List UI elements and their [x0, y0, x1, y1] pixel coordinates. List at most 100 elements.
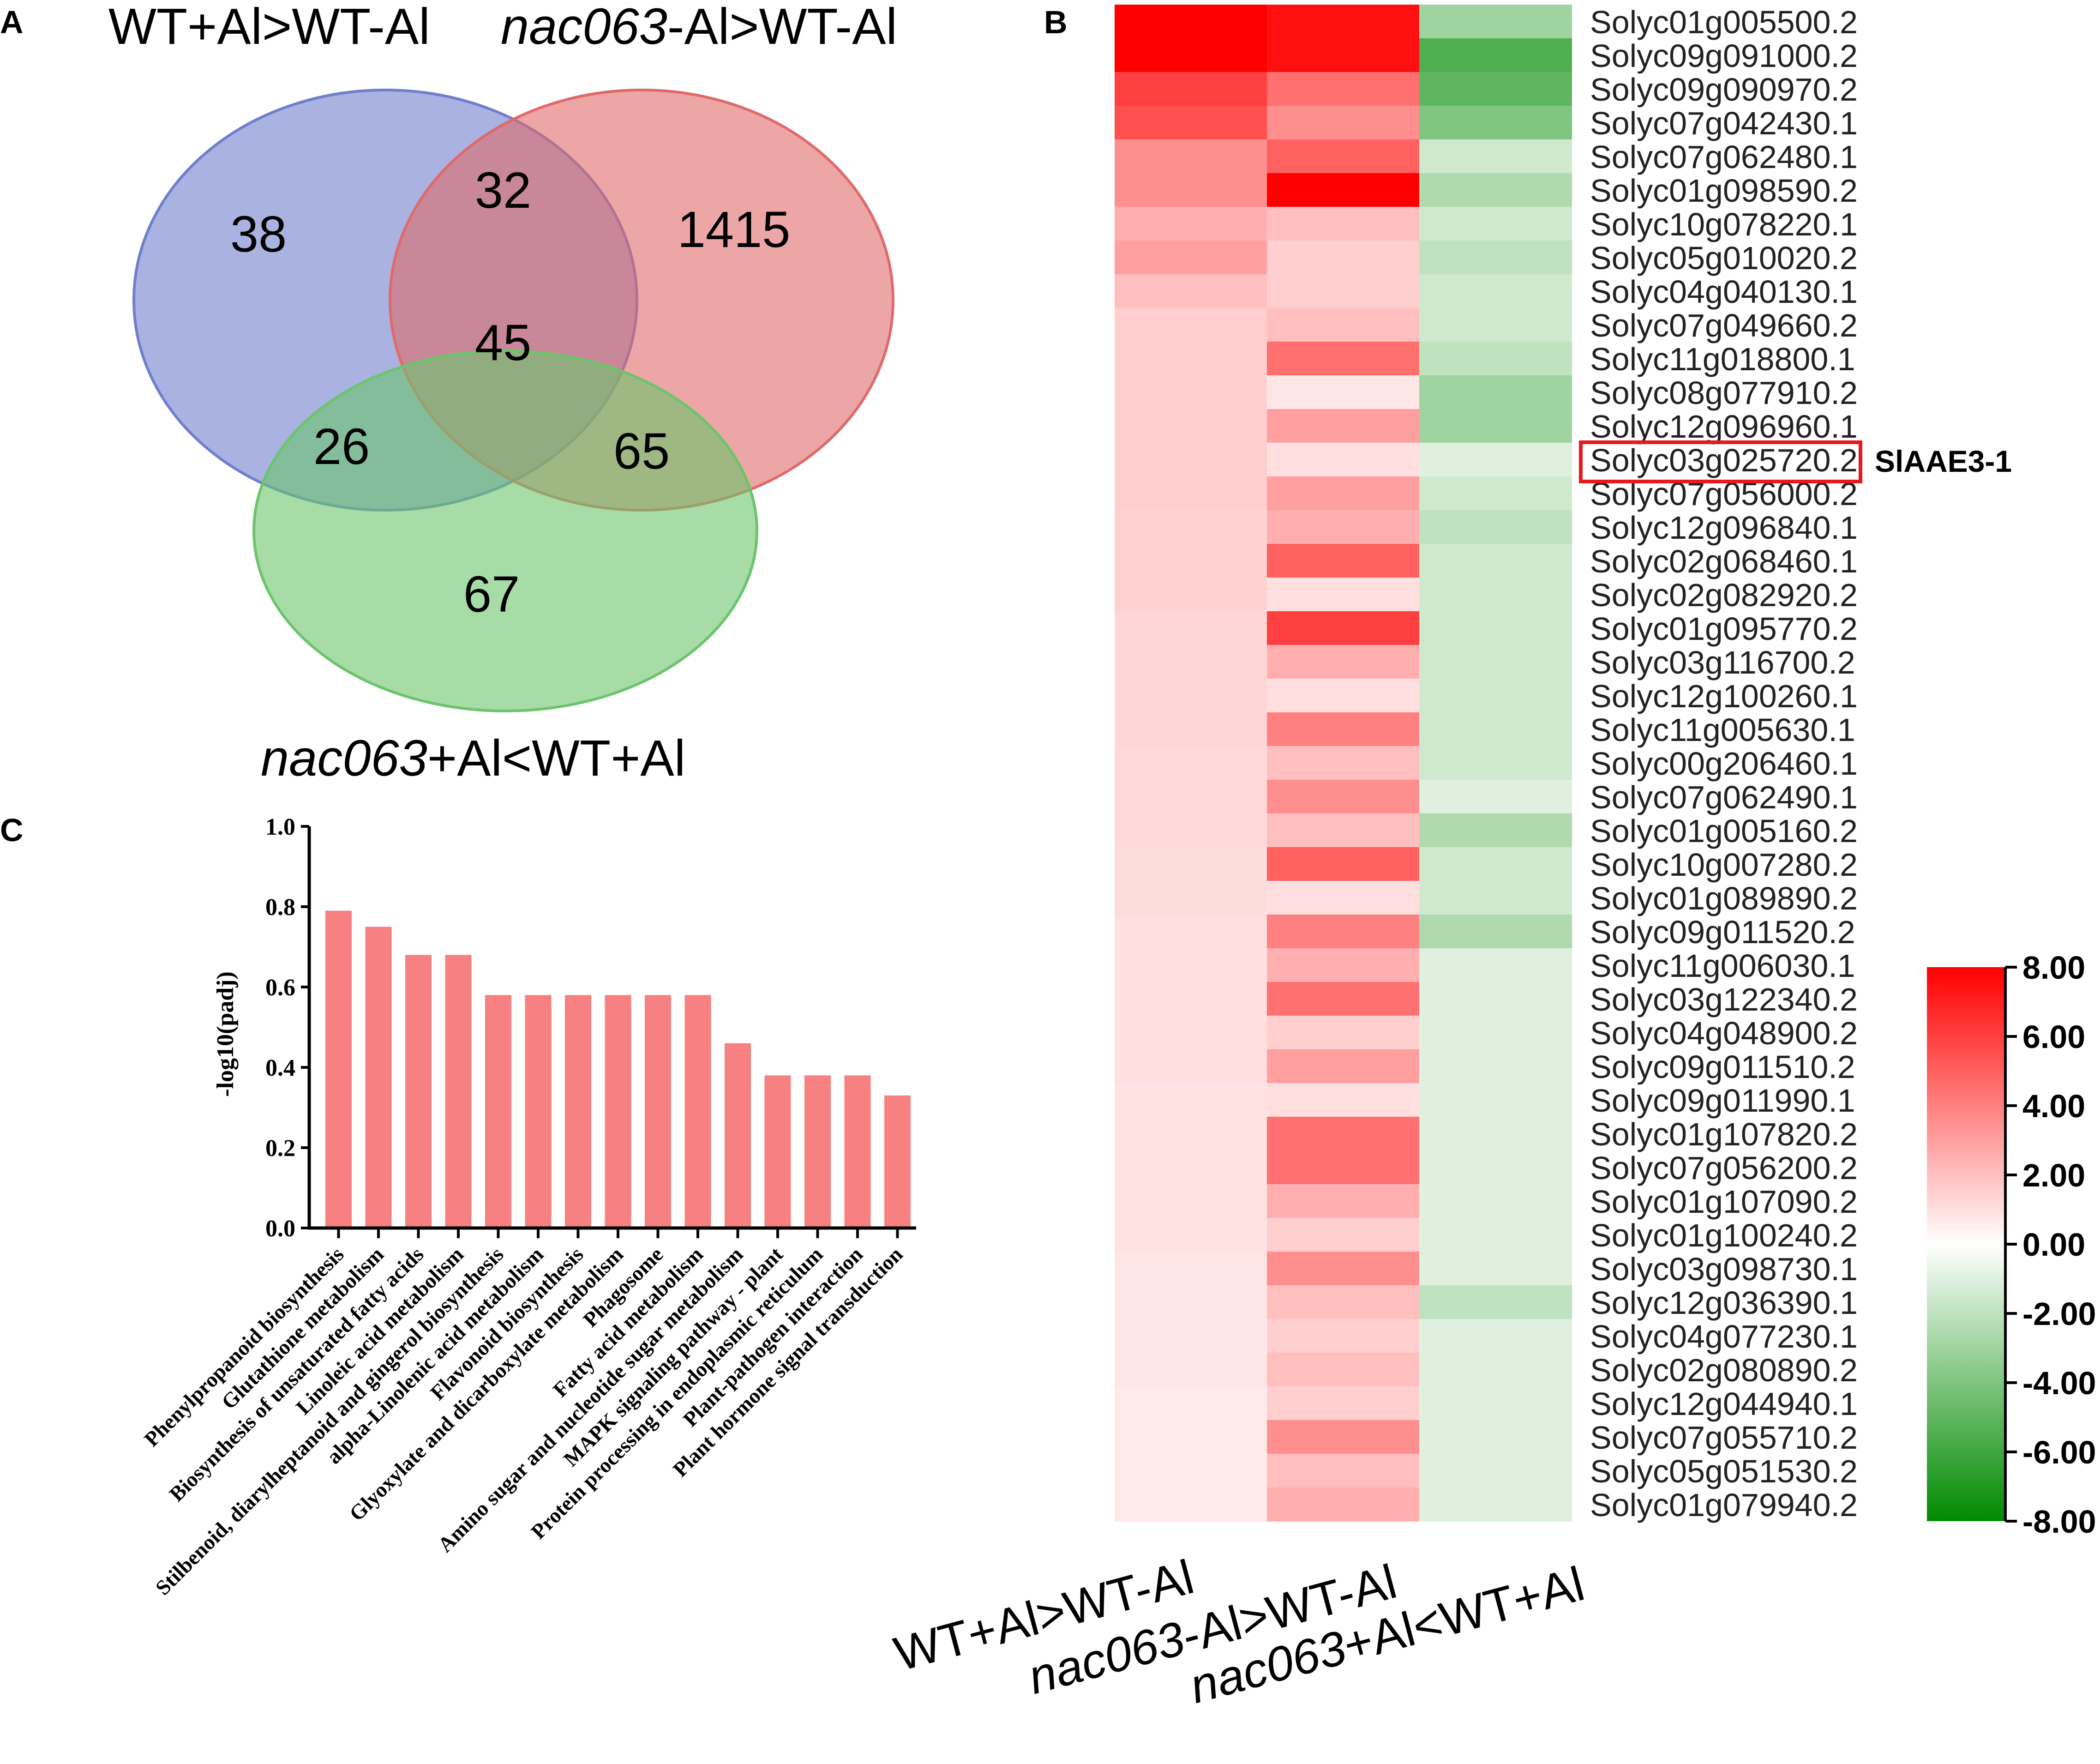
heatmap-cell: [1115, 712, 1267, 747]
heatmap-row-label: Solyc01g107090.2: [1590, 1184, 1858, 1220]
heatmap-cell: [1419, 679, 1572, 713]
heatmap-cell: [1267, 1285, 1420, 1319]
heatmap-cell: [1115, 578, 1267, 612]
heatmap-cell: [1267, 746, 1420, 780]
bar: [325, 910, 352, 1228]
heatmap-cell: [1115, 645, 1267, 679]
heatmap-cell: [1115, 847, 1267, 881]
heatmap-row-label: Solyc02g068460.1: [1590, 543, 1858, 579]
heatmap-row-label: Solyc03g025720.2: [1590, 442, 1858, 478]
heatmap-cell: [1419, 241, 1572, 275]
heatmap-cell: [1419, 1386, 1572, 1421]
heatmap-cell: [1115, 443, 1267, 477]
heatmap-cell: [1267, 1184, 1420, 1218]
heatmap-cell: [1419, 1285, 1572, 1319]
heatmap-cell: [1267, 611, 1420, 645]
heatmap-row-label: Solyc07g062490.1: [1590, 779, 1858, 815]
bar-category-labels: Phenylpropanoid biosynthesisGlutathione …: [139, 1228, 907, 1600]
heatmap-cell: [1419, 948, 1572, 982]
colorbar-tick-label: -2.00: [2022, 1296, 2096, 1332]
heatmap-cell: [1115, 72, 1267, 106]
heatmap-cell: [1115, 1386, 1267, 1421]
heatmap-row-label: Solyc04g040130.1: [1590, 274, 1858, 310]
heatmap-cell: [1267, 106, 1420, 140]
heatmap-cell: [1267, 915, 1420, 949]
heatmap-cell: [1267, 679, 1420, 713]
heatmap-cell: [1419, 5, 1572, 39]
heatmap-row-label: Solyc07g062480.1: [1590, 139, 1858, 175]
venn-diagram: WT+Al>WT-Al nac063-Al>WT-Al nac063+Al<WT…: [108, 0, 897, 787]
bar: [365, 927, 392, 1228]
heatmap-row-label: Solyc04g048900.2: [1590, 1015, 1858, 1051]
bar: [764, 1075, 791, 1228]
heatmap-cell: [1419, 106, 1572, 140]
venn-set2-label: nac063-Al>WT-Al: [501, 0, 897, 55]
heatmap-cell: [1115, 106, 1267, 140]
heatmap-cell: [1419, 1184, 1572, 1218]
heatmap: Solyc01g005500.2Solyc09g091000.2Solyc09g…: [889, 4, 2096, 1714]
heatmap-cell: [1115, 308, 1267, 342]
heatmap-cell: [1115, 1487, 1267, 1522]
colorbar-tick-label: 0.00: [2022, 1227, 2085, 1263]
heatmap-cell: [1419, 645, 1572, 679]
colorbar-tick-label: 6.00: [2022, 1019, 2085, 1055]
heatmap-cell: [1419, 544, 1572, 578]
heatmap-cell: [1419, 915, 1572, 949]
heatmap-cell: [1115, 476, 1267, 511]
heatmap-cell: [1115, 1049, 1267, 1084]
panel-label-b: B: [1044, 4, 1068, 40]
heatmap-cell: [1419, 1353, 1572, 1387]
heatmap-cell: [1267, 274, 1420, 308]
heatmap-row-label: Solyc09g090970.2: [1590, 72, 1858, 108]
heatmap-row-label: Solyc10g078220.1: [1590, 206, 1858, 242]
heatmap-cell: [1419, 274, 1572, 308]
heatmap-cell: [1419, 375, 1572, 409]
heatmap-cell: [1267, 38, 1420, 72]
heatmap-cell: [1419, 1117, 1572, 1151]
bar-series: [325, 910, 911, 1228]
heatmap-cell: [1419, 72, 1572, 106]
heatmap-cell: [1267, 510, 1420, 544]
heatmap-cell: [1419, 510, 1572, 544]
heatmap-row-label: Solyc12g044940.1: [1590, 1386, 1858, 1422]
heatmap-cell: [1267, 308, 1420, 342]
heatmap-row-label: Solyc03g098730.1: [1590, 1251, 1858, 1287]
heatmap-cell: [1267, 712, 1420, 747]
heatmap-cell: [1267, 139, 1420, 174]
bar-y-tick-label: 0.4: [265, 1055, 295, 1081]
heatmap-row-label: Solyc12g096840.1: [1590, 510, 1858, 546]
heatmap-cell: [1267, 375, 1420, 409]
heatmap-cell: [1267, 443, 1420, 477]
bar: [525, 995, 552, 1228]
heatmap-cell: [1419, 780, 1572, 814]
heatmap-cell: [1267, 813, 1420, 848]
colorbar-tick-label: -6.00: [2022, 1434, 2096, 1470]
heatmap-cell: [1115, 611, 1267, 645]
highlight-gene-label: SlAAE3-1: [1875, 444, 2012, 478]
heatmap-cell: [1267, 780, 1420, 814]
heatmap-cell: [1115, 780, 1267, 814]
heatmap-row-label: Solyc01g107820.2: [1590, 1116, 1858, 1152]
bar: [804, 1075, 831, 1228]
heatmap-row-label: Solyc09g011510.2: [1590, 1049, 1855, 1085]
heatmap-cell: [1267, 948, 1420, 982]
panel-label-c: C: [0, 812, 24, 848]
heatmap-cell: [1267, 1083, 1420, 1117]
heatmap-cell: [1267, 5, 1420, 39]
heatmap-cell: [1115, 915, 1267, 949]
heatmap-row-label: Solyc07g049660.2: [1590, 307, 1858, 343]
panel-label-a: A: [0, 4, 24, 40]
heatmap-cell: [1267, 847, 1420, 881]
heatmap-cell: [1419, 813, 1572, 848]
bar: [645, 995, 671, 1228]
heatmap-cell: [1115, 510, 1267, 544]
bar-y-tick-label: 0.8: [265, 894, 295, 921]
heatmap-cell: [1267, 1319, 1420, 1353]
heatmap-cell: [1115, 982, 1267, 1016]
heatmap-cell: [1267, 72, 1420, 106]
heatmap-cell: [1419, 1319, 1572, 1353]
heatmap-row-label: Solyc01g089890.2: [1590, 880, 1858, 916]
heatmap-cell: [1419, 1420, 1572, 1454]
heatmap-cell: [1419, 409, 1572, 443]
